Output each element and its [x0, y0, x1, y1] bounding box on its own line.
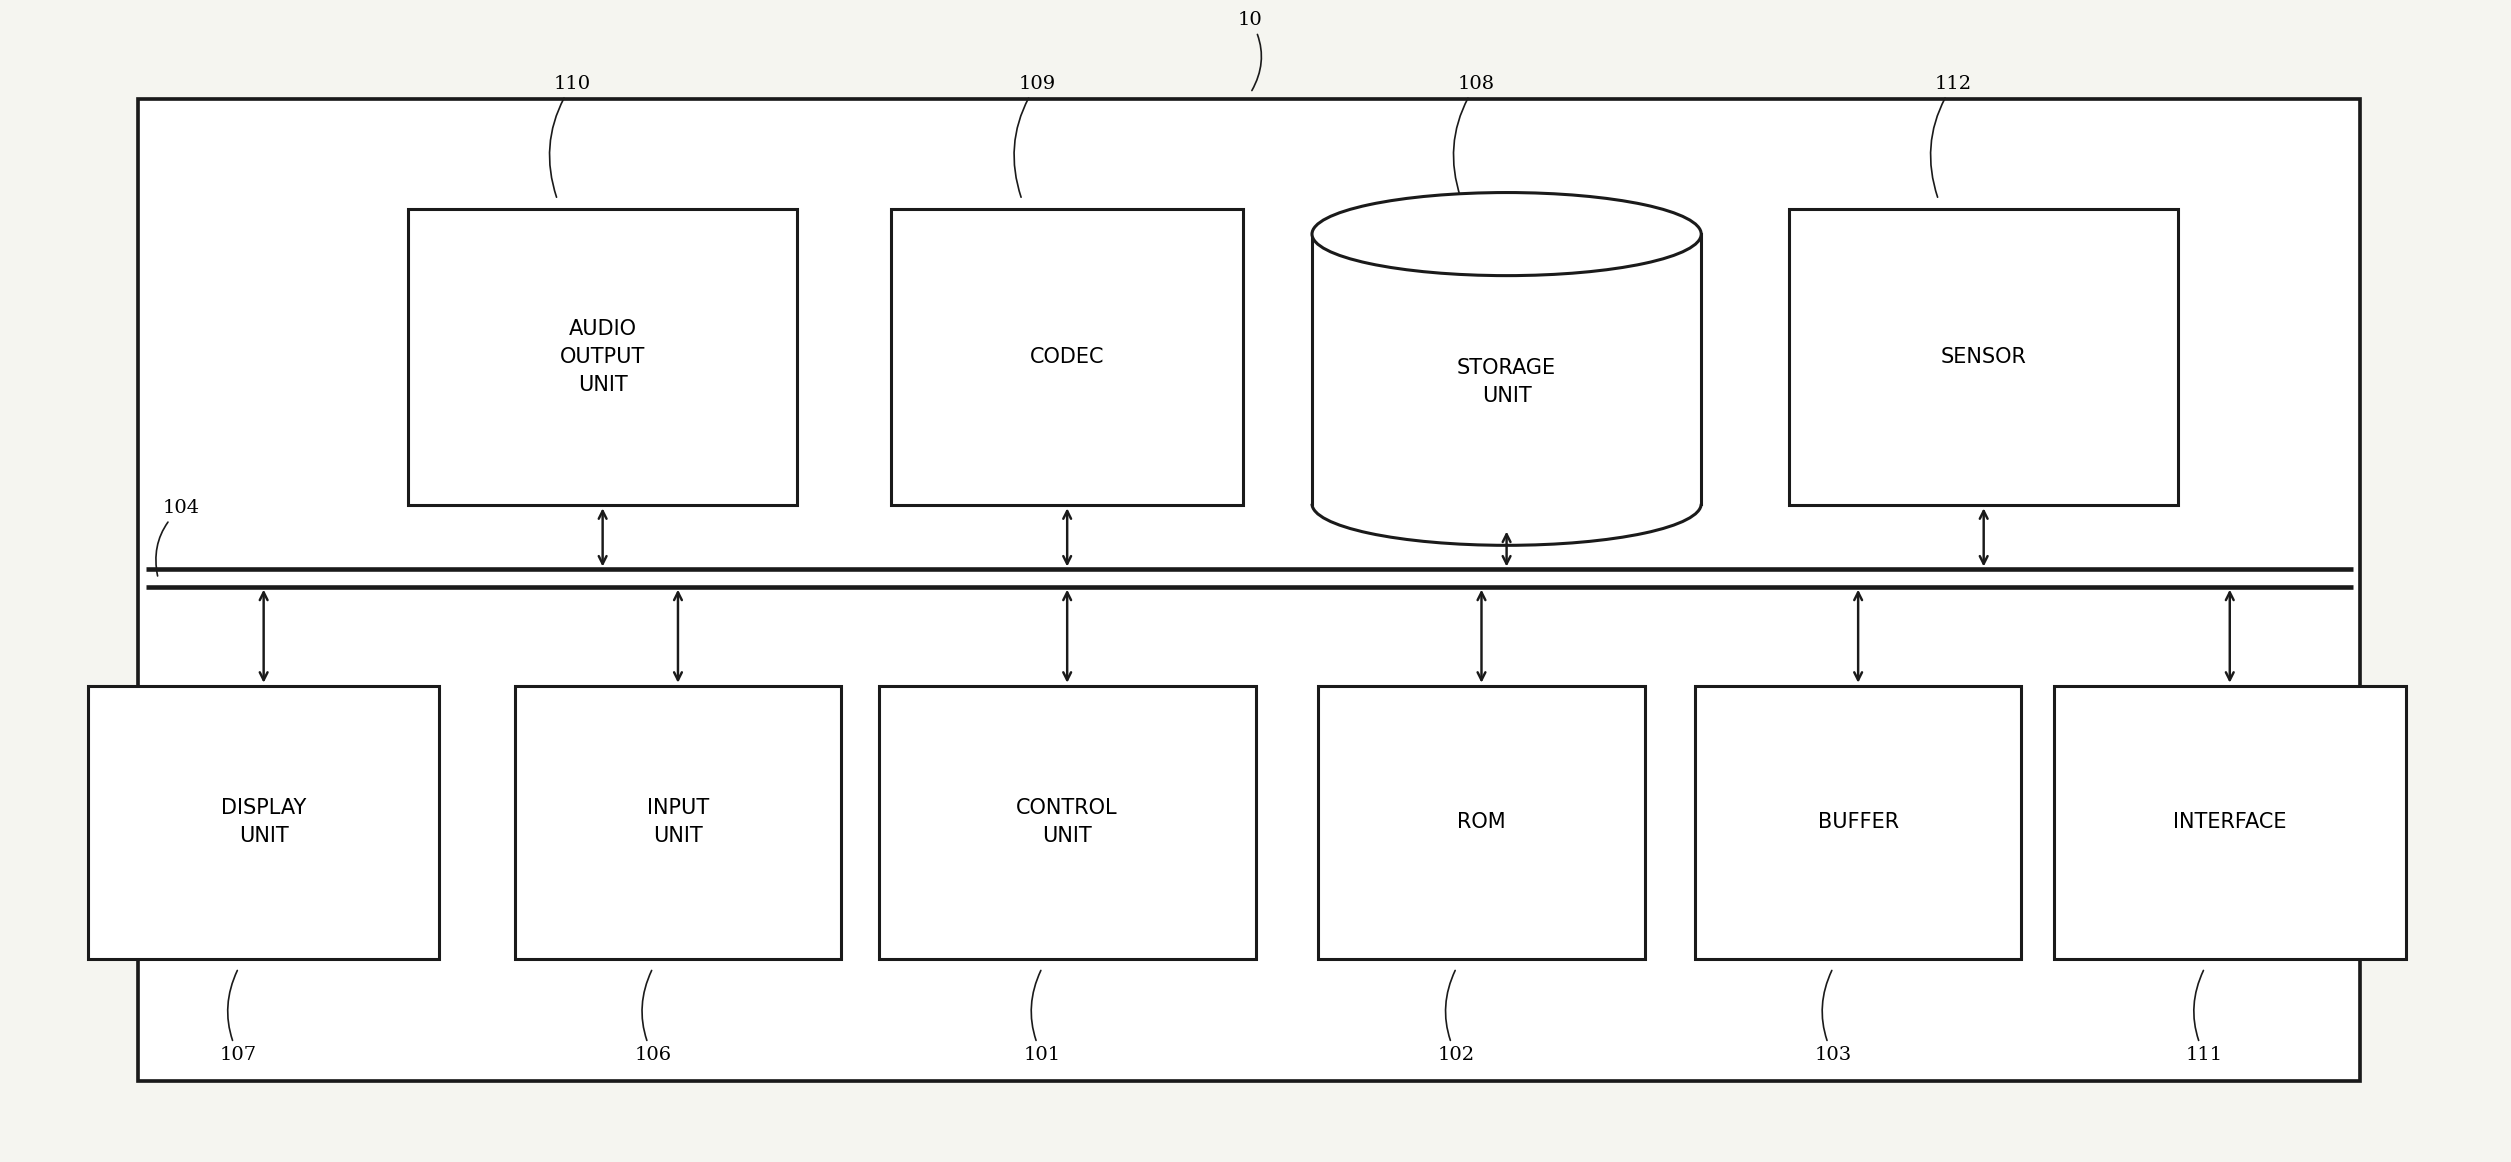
Text: 104: 104 — [156, 500, 198, 576]
Bar — [1318, 686, 1645, 959]
Text: AUDIO
OUTPUT
UNIT: AUDIO OUTPUT UNIT — [560, 320, 645, 395]
Text: 108: 108 — [1454, 76, 1494, 198]
Text: 112: 112 — [1931, 76, 1971, 198]
Text: ROM: ROM — [1456, 812, 1507, 832]
Text: CONTROL
UNIT: CONTROL UNIT — [1017, 798, 1117, 846]
Bar — [879, 686, 1256, 959]
Bar — [1695, 686, 2021, 959]
Text: 102: 102 — [1439, 970, 1474, 1063]
Text: BUFFER: BUFFER — [1818, 812, 1898, 832]
Text: 110: 110 — [550, 76, 590, 198]
Ellipse shape — [1311, 193, 1702, 275]
Bar — [1311, 234, 1702, 504]
Bar — [515, 686, 841, 959]
Bar — [1788, 209, 2180, 505]
Text: INPUT
UNIT: INPUT UNIT — [648, 798, 708, 846]
Text: DISPLAY
UNIT: DISPLAY UNIT — [221, 798, 306, 846]
Bar — [138, 99, 2360, 1081]
Text: 103: 103 — [1815, 970, 1851, 1063]
Text: 106: 106 — [635, 970, 670, 1063]
Text: 10: 10 — [1238, 12, 1263, 91]
Text: CODEC: CODEC — [1030, 347, 1105, 367]
Text: 101: 101 — [1024, 970, 1060, 1063]
Bar — [407, 209, 798, 505]
Bar — [2054, 686, 2406, 959]
Text: STORAGE
UNIT: STORAGE UNIT — [1456, 358, 1557, 407]
Text: 111: 111 — [2187, 970, 2222, 1063]
Bar — [88, 686, 439, 959]
Text: INTERFACE: INTERFACE — [2172, 812, 2288, 832]
Bar — [891, 209, 1243, 505]
Text: SENSOR: SENSOR — [1941, 347, 2026, 367]
Text: 109: 109 — [1014, 76, 1055, 198]
Text: 107: 107 — [221, 970, 256, 1063]
